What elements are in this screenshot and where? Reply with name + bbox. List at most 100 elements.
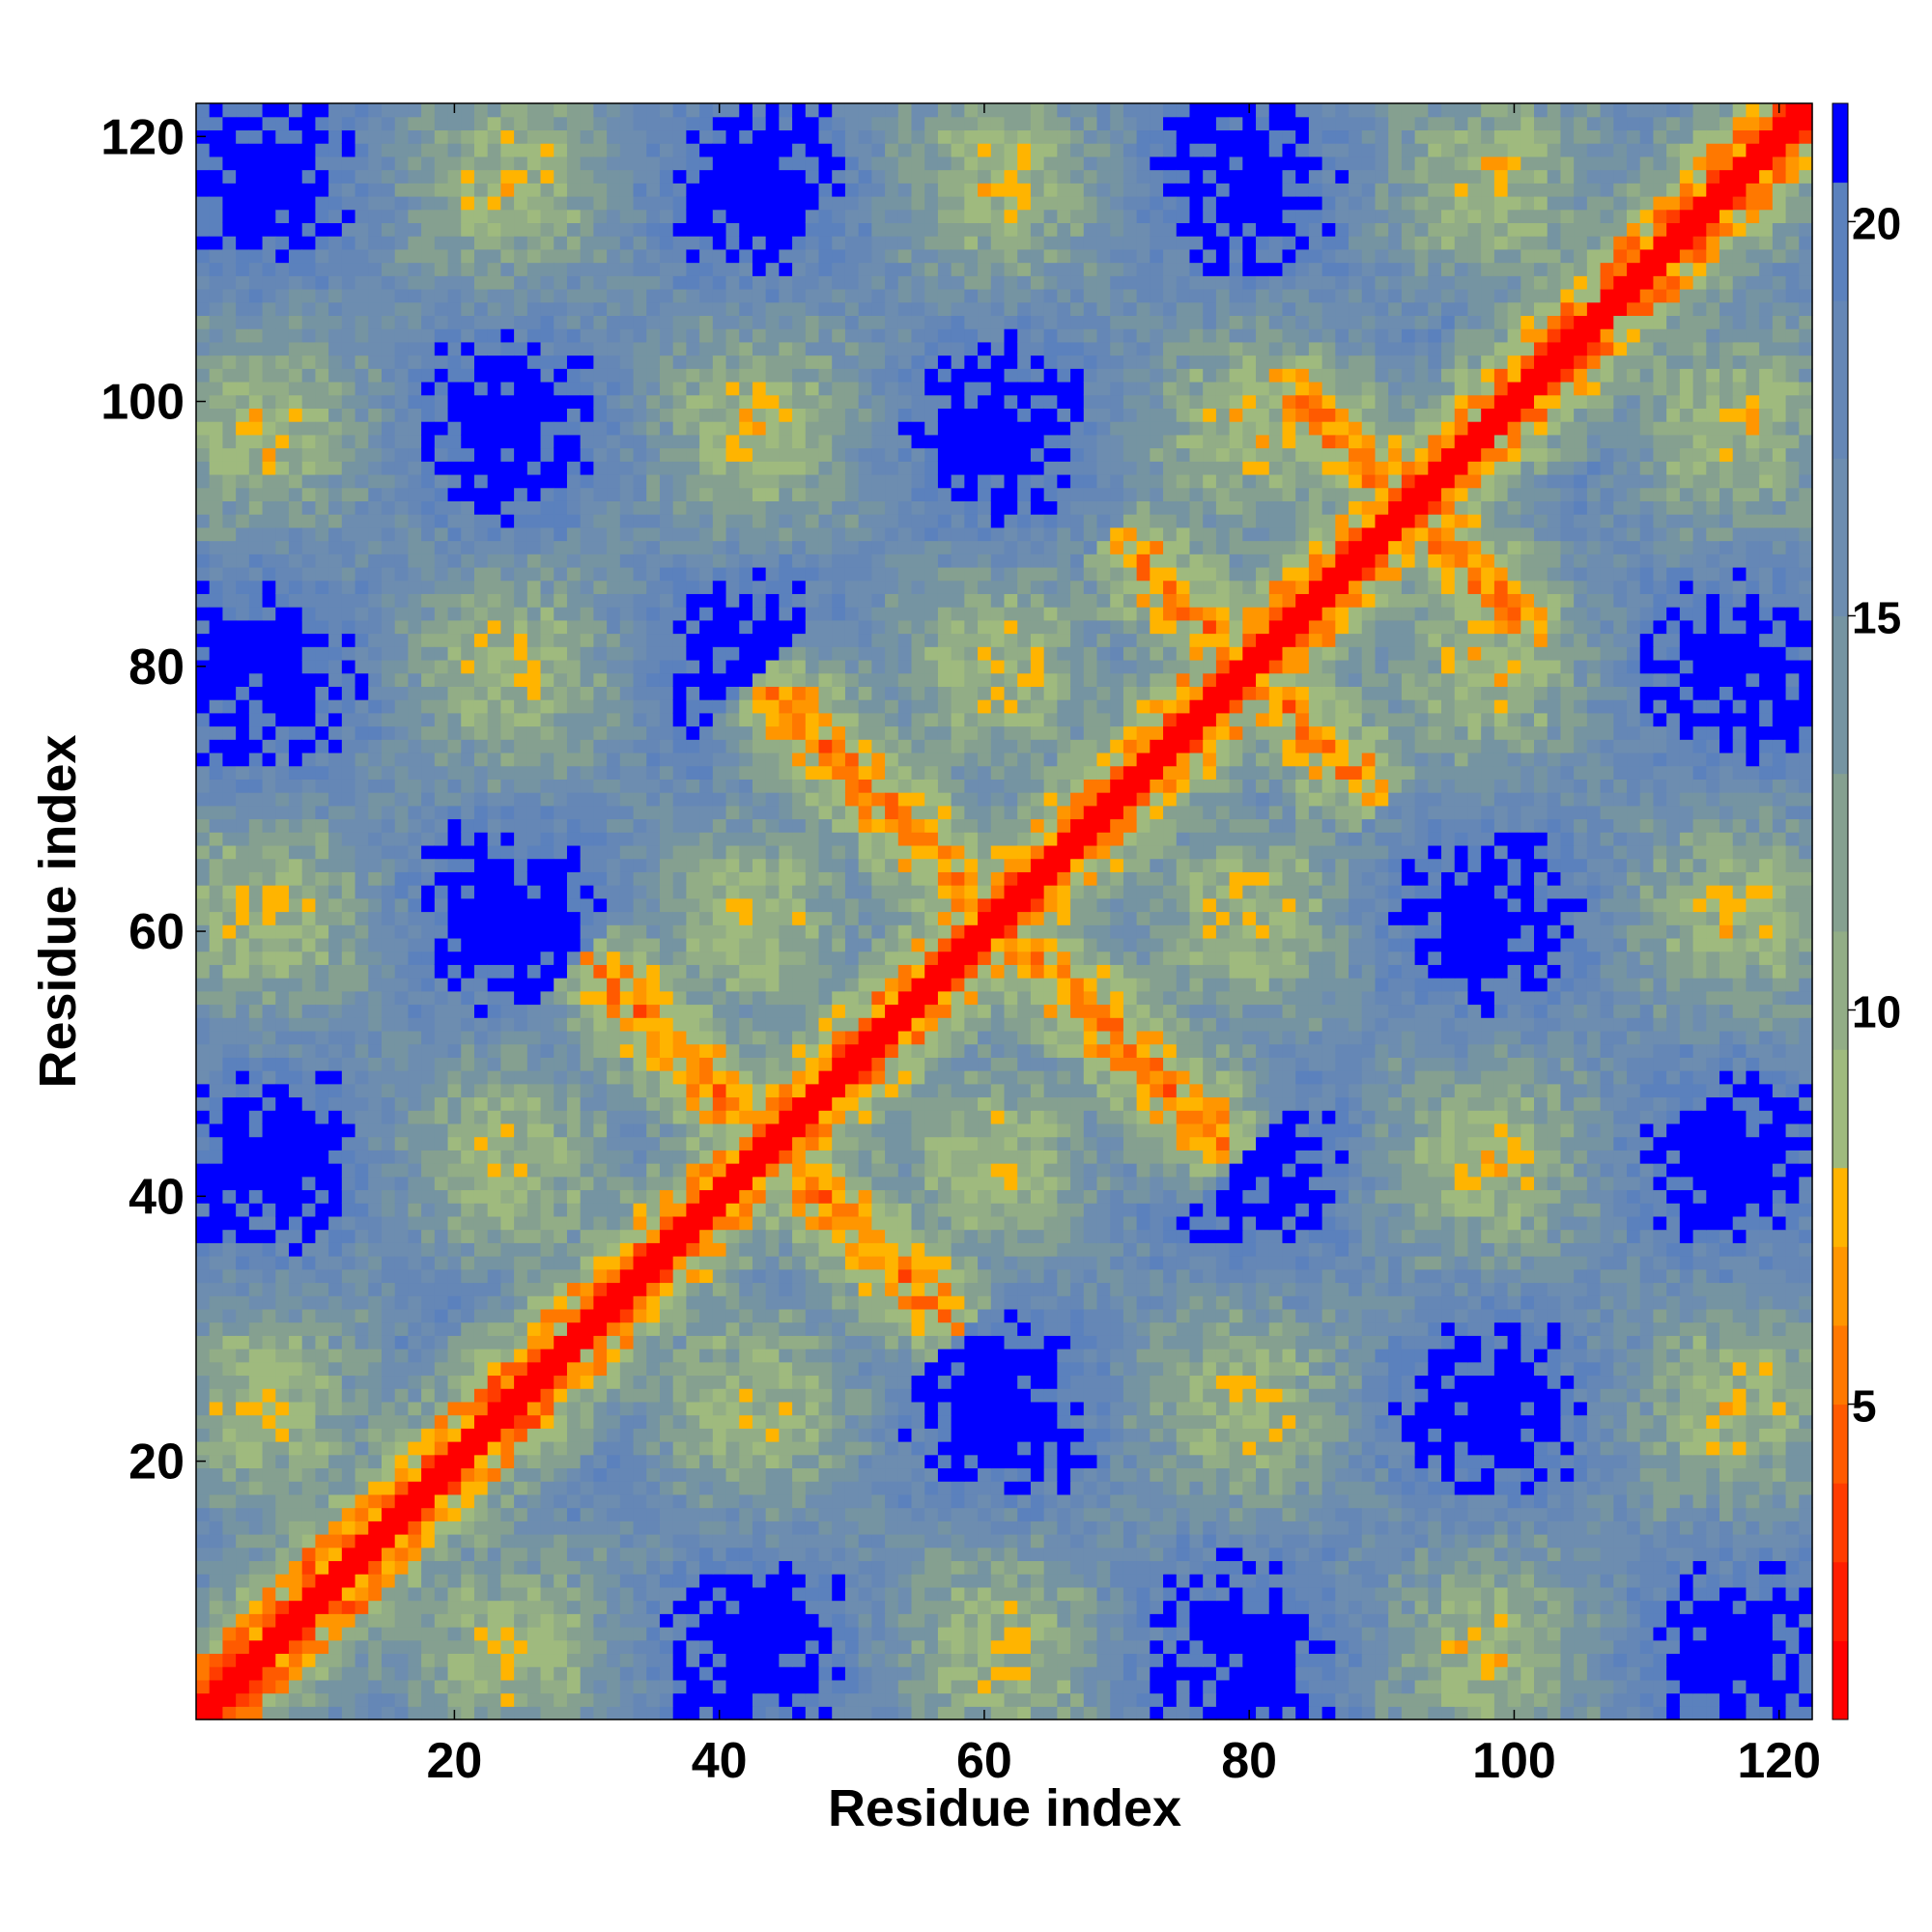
- heatmap-cell: [381, 526, 396, 542]
- heatmap-cell: [1746, 1613, 1760, 1628]
- heatmap-cell: [487, 1481, 501, 1495]
- heatmap-cell: [1282, 1520, 1296, 1535]
- heatmap-cell: [315, 1004, 329, 1018]
- heatmap-cell: [262, 275, 276, 290]
- heatmap-cell: [262, 1520, 276, 1535]
- heatmap-cell: [381, 1242, 396, 1257]
- heatmap-cell: [1428, 1706, 1442, 1720]
- heatmap-cell: [1308, 1653, 1323, 1667]
- heatmap-cell: [779, 1547, 793, 1562]
- heatmap-cell: [421, 1110, 436, 1124]
- heatmap-cell: [341, 275, 356, 290]
- heatmap-cell: [355, 169, 369, 184]
- heatmap-cell: [209, 381, 224, 396]
- heatmap-cell: [540, 1653, 554, 1667]
- heatmap-cell: [686, 1653, 700, 1667]
- heatmap-cell: [328, 1613, 343, 1628]
- heatmap-cell: [447, 911, 462, 925]
- heatmap-cell: [236, 1574, 250, 1588]
- heatmap-cell: [1361, 1627, 1377, 1641]
- heatmap-cell: [408, 1030, 422, 1045]
- heatmap-cell: [301, 1401, 317, 1416]
- heatmap-cell: [288, 712, 303, 727]
- heatmap-cell: [1388, 1520, 1403, 1535]
- heatmap-cell: [394, 328, 410, 343]
- heatmap-cell: [487, 1256, 501, 1270]
- heatmap-cell: [897, 1639, 913, 1655]
- heatmap-cell: [885, 1627, 899, 1641]
- heatmap-cell: [315, 1613, 329, 1628]
- heatmap-cell: [1534, 1692, 1548, 1707]
- heatmap-cell: [434, 924, 449, 939]
- heatmap-cell: [672, 1481, 687, 1495]
- heatmap-cell: [1401, 1481, 1416, 1495]
- heatmap-cell: [1057, 1507, 1071, 1521]
- heatmap-cell: [1308, 1627, 1323, 1641]
- heatmap-cell: [447, 341, 462, 356]
- heatmap-cell: [236, 408, 250, 422]
- heatmap-cell: [487, 712, 501, 727]
- heatmap-cell: [1203, 1600, 1217, 1614]
- heatmap-cell: [381, 765, 396, 780]
- heatmap-cell: [262, 1692, 276, 1707]
- heatmap-cell: [1176, 1600, 1191, 1614]
- heatmap-cell: [315, 633, 329, 647]
- heatmap-cell: [1560, 1653, 1575, 1667]
- heatmap-cell: [1150, 1679, 1164, 1694]
- heatmap-cell: [739, 1653, 753, 1667]
- heatmap-cell: [1215, 1414, 1231, 1429]
- heatmap-cell: [408, 1388, 422, 1403]
- heatmap-cell: [341, 1215, 356, 1231]
- heatmap-cell: [288, 633, 303, 647]
- heatmap-cell: [301, 964, 317, 979]
- heatmap-cell: [461, 1441, 475, 1456]
- heatmap-cell: [341, 1600, 356, 1614]
- heatmap-cell: [1004, 1493, 1018, 1509]
- heatmap-cell: [222, 394, 237, 409]
- heatmap-cell: [473, 779, 489, 793]
- heatmap-cell: [1229, 1613, 1243, 1628]
- heatmap-cell: [288, 169, 303, 184]
- heatmap-cell: [275, 1122, 290, 1138]
- heatmap-cell: [355, 554, 369, 568]
- heatmap-cell: [381, 1110, 396, 1124]
- heatmap-cell: [1639, 1547, 1655, 1562]
- heatmap-cell: [328, 1004, 343, 1018]
- heatmap-cell: [1547, 1613, 1562, 1628]
- heatmap-cell: [1321, 1692, 1336, 1707]
- heatmap-cell: [1030, 1467, 1045, 1482]
- heatmap-cell: [487, 779, 501, 793]
- heatmap-cell: [394, 1136, 410, 1151]
- heatmap-cell: [394, 1613, 410, 1628]
- heatmap-cell: [473, 1507, 489, 1521]
- heatmap-cell: [461, 1176, 475, 1191]
- heatmap-cell: [1017, 1547, 1032, 1562]
- heatmap-cell: [473, 1110, 489, 1124]
- heatmap-cell: [659, 1586, 674, 1602]
- heatmap-cell: [394, 355, 410, 369]
- heatmap-cell: [248, 554, 264, 568]
- heatmap-cell: [222, 408, 237, 422]
- heatmap-cell: [355, 1215, 369, 1231]
- heatmap-cell: [394, 659, 410, 674]
- heatmap-cell: [1017, 1639, 1032, 1655]
- heatmap-cell: [301, 1136, 317, 1151]
- heatmap-cell: [421, 1613, 436, 1628]
- heatmap-cell: [1215, 1454, 1231, 1469]
- heatmap-cell: [262, 686, 276, 700]
- heatmap-cell: [447, 1335, 462, 1350]
- heatmap-cell: [196, 1321, 211, 1336]
- heatmap-cell: [1679, 1547, 1694, 1562]
- heatmap-cell: [381, 1692, 396, 1707]
- heatmap-cell: [461, 341, 475, 356]
- heatmap-cell: [248, 262, 264, 276]
- heatmap-cell: [301, 672, 317, 687]
- heatmap-cell: [1493, 1574, 1509, 1588]
- heatmap-cell: [236, 646, 250, 661]
- heatmap-cell: [672, 1414, 687, 1429]
- heatmap-cell: [301, 1349, 317, 1363]
- heatmap-cell: [381, 368, 396, 383]
- heatmap-cell: [1268, 1441, 1284, 1456]
- heatmap-cell: [1110, 1467, 1124, 1482]
- heatmap-cell: [315, 885, 329, 899]
